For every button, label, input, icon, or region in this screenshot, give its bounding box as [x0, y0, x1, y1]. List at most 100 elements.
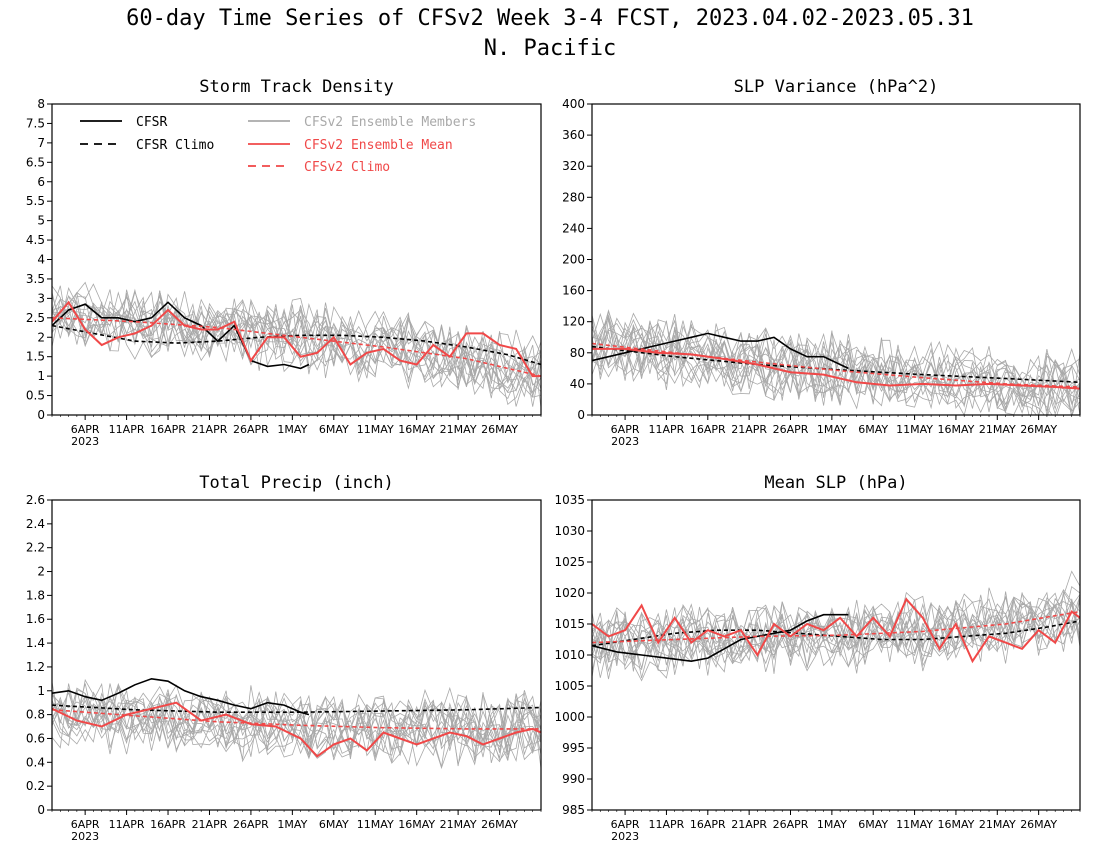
plot-frame — [591, 103, 1081, 416]
x-tick-label: 16APR — [690, 423, 726, 436]
page-title: 60-day Time Series of CFSv2 Week 3-4 FCS… — [0, 4, 1100, 64]
y-tick-label: 200 — [562, 253, 585, 267]
legend-label-cfsr-climo: CFSR Climo — [136, 138, 214, 153]
legend-label-cfsr: CFSR — [136, 115, 167, 130]
panel-title: Mean SLP (hPa) — [764, 473, 907, 493]
x-tick-label: 16MAY — [937, 818, 974, 831]
x-tick-label: 6APR — [71, 818, 100, 831]
legend: CFSR CFSR Climo CFSv2 Ensemble Members CFSv… — [80, 115, 476, 175]
series-line-cfsr — [592, 613, 849, 663]
y-tick-label: 990 — [562, 772, 585, 786]
series-line-cfsr — [52, 301, 310, 370]
y-tick-label: 280 — [562, 190, 585, 204]
ensemble-member-line — [52, 294, 541, 406]
y-tick-label: 5 — [37, 214, 45, 228]
ensemble-member-line — [592, 318, 1080, 415]
legend-label-ens-mean: CFSv2 Ensemble Mean — [304, 138, 453, 153]
series-line-cfsv2-ensemble-mean — [592, 597, 1080, 664]
x-tick-label: 26APR — [773, 818, 809, 831]
plot-frame — [51, 103, 542, 416]
x-year-label: 2023 — [611, 830, 639, 843]
ensemble-member-line — [592, 602, 1080, 675]
y-tick-label: 120 — [562, 315, 585, 329]
x-year-label: 2023 — [71, 830, 99, 843]
plot-area — [592, 309, 1080, 415]
series-line-cfsv2-ensemble-mean — [592, 347, 1080, 390]
x-tick-label: 1MAY — [277, 818, 307, 831]
legend-label-members: CFSv2 Ensemble Members — [304, 115, 476, 130]
x-tick-label: 21MAY — [979, 818, 1016, 831]
panel-title: SLP Variance (hPa^2) — [734, 77, 939, 97]
x-tick-label: 6MAY — [858, 818, 888, 831]
x-year-label: 2023 — [611, 435, 639, 448]
x-tick-label: 11MAY — [357, 423, 394, 436]
x-tick-label: 21APR — [192, 423, 228, 436]
y-tick-label: 320 — [562, 159, 585, 173]
x-tick-label: 16APR — [150, 818, 186, 831]
y-tick-label: 1015 — [554, 617, 585, 631]
y-tick-label: 1005 — [554, 679, 585, 693]
y-tick-label: 0.5 — [26, 389, 45, 403]
y-tick-label: 3 — [37, 291, 45, 305]
y-tick-label: 240 — [562, 221, 585, 235]
x-tick-label: 6MAY — [319, 818, 349, 831]
plot-area — [52, 677, 541, 770]
series-line-cfsr-climo — [52, 704, 541, 714]
y-tick-label: 5.5 — [26, 194, 45, 208]
series-line-cfsr — [52, 677, 310, 716]
y-tick-label: 0.6 — [26, 731, 45, 745]
y-tick-label: 0.4 — [26, 755, 45, 769]
x-tick-label: 26MAY — [481, 818, 518, 831]
series-line-cfsr-climo — [52, 324, 541, 366]
y-tick-label: 995 — [562, 741, 585, 755]
x-tick-label: 1MAY — [817, 818, 847, 831]
y-tick-label: 2.6 — [26, 493, 45, 507]
plot-area — [592, 570, 1080, 682]
x-tick-label: 16APR — [150, 423, 186, 436]
y-tick-label: 2.5 — [26, 311, 45, 325]
y-tick-label: 6.5 — [26, 155, 45, 169]
chart-panel-4: Mean SLP (hPa) 985 990 995 1000 1005 1010 1015 1… — [554, 473, 1081, 843]
x-tick-label: 16MAY — [937, 423, 974, 436]
y-tick-label: 1035 — [554, 493, 585, 507]
series-line-cfsr-climo — [592, 345, 1080, 384]
x-year-label: 2023 — [71, 435, 99, 448]
x-tick-label: 1MAY — [817, 423, 847, 436]
y-tick-label: 7.5 — [26, 116, 45, 130]
y-tick-label: 40 — [570, 377, 585, 391]
ensemble-member-line — [592, 570, 1080, 668]
x-tick-label: 16APR — [690, 818, 726, 831]
ensemble-member-line — [52, 287, 541, 396]
y-tick-label: 0 — [37, 803, 45, 817]
ensemble-member-line — [52, 283, 541, 389]
chart-panel-3: Total Precip (inch) 0 0.2 0.4 0.6 0.8 1 1.2 1.4 1… — [26, 473, 542, 843]
panel-title: Storm Track Density — [199, 77, 393, 97]
y-tick-label: 3.5 — [26, 272, 45, 286]
x-tick-label: 11MAY — [357, 818, 394, 831]
chart-panel-1: Storm Track Density 0 0.5 1 1.5 2 2.5 3 3.5 4 4.5 5… — [26, 77, 542, 448]
ensemble-member-line — [592, 592, 1080, 678]
x-tick-label: 6MAY — [858, 423, 888, 436]
ensemble-member-line — [592, 599, 1080, 679]
chart-panel-2: SLP Variance (hPa^2) 0 40 80 120 160 200 240 280… — [562, 77, 1081, 448]
y-tick-label: 160 — [562, 284, 585, 298]
x-tick-label: 26MAY — [1020, 423, 1057, 436]
x-tick-label: 16MAY — [398, 818, 435, 831]
ensemble-member-line — [592, 591, 1080, 680]
y-tick-label: 4.5 — [26, 233, 45, 247]
y-tick-label: 1010 — [554, 648, 585, 662]
x-tick-label: 21MAY — [440, 818, 477, 831]
x-tick-label: 16MAY — [398, 423, 435, 436]
x-tick-label: 6MAY — [319, 423, 349, 436]
y-tick-label: 1.4 — [26, 636, 45, 650]
panel-title: Total Precip (inch) — [199, 473, 393, 493]
page-title-line1: 60-day Time Series of CFSv2 Week 3-4 FCS… — [126, 6, 974, 31]
ensemble-member-line — [52, 281, 541, 407]
ensemble-member-line — [592, 314, 1080, 415]
y-tick-label: 1025 — [554, 555, 585, 569]
x-tick-label: 11APR — [649, 423, 685, 436]
x-tick-label: 6APR — [611, 423, 640, 436]
plot-frame — [591, 499, 1081, 811]
y-tick-label: 1000 — [554, 710, 585, 724]
